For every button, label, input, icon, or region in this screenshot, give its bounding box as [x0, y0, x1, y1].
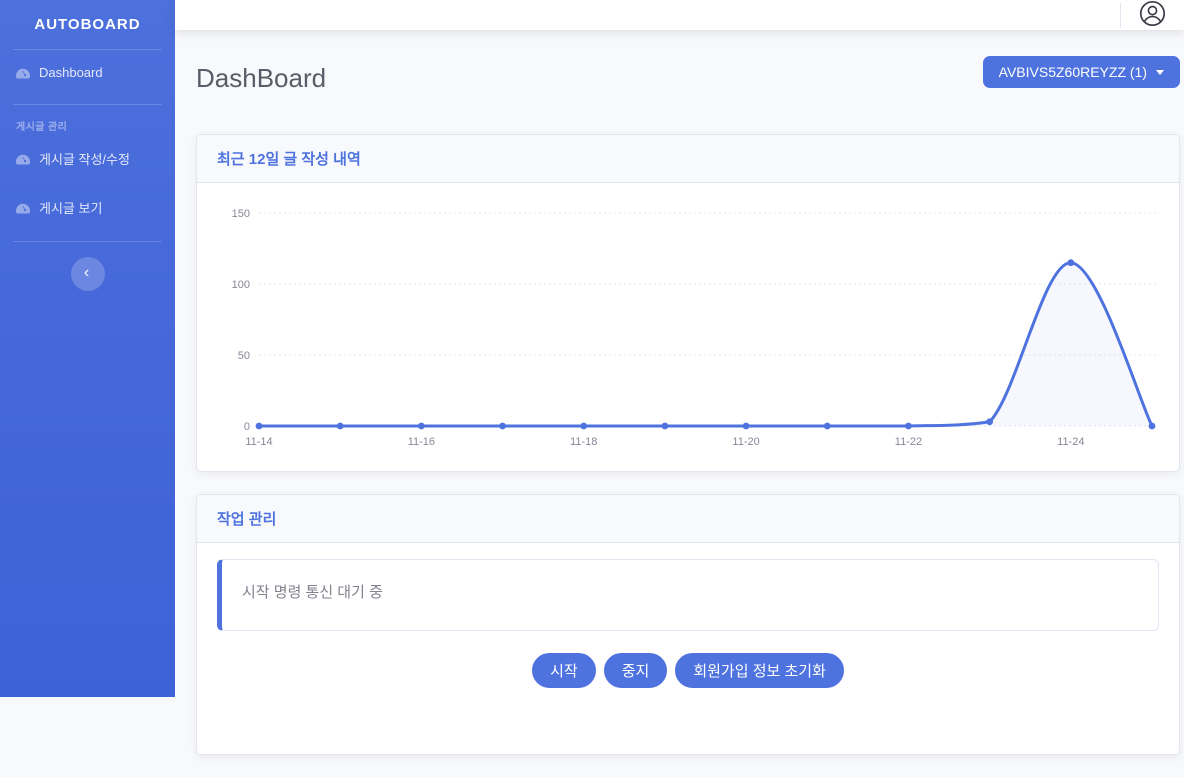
sidebar-item-label: 게시글 작성/수정	[39, 152, 130, 167]
topbar-divider	[1120, 2, 1121, 28]
sidebar-divider	[13, 49, 162, 50]
svg-text:11-22: 11-22	[895, 436, 922, 448]
svg-text:11-24: 11-24	[1057, 436, 1084, 448]
sidebar-section-label: 게시글 관리	[16, 122, 68, 133]
tachometer-icon	[16, 201, 30, 215]
chart-card-header: 최근 12일 글 작성 내역	[197, 135, 1179, 183]
chart-card: 최근 12일 글 작성 내역 0 50 100 150 11-14 11-16 11-18 1…	[196, 134, 1180, 472]
svg-text:11-14: 11-14	[245, 436, 272, 448]
job-card-body: 시작 명령 통신 대기 중 시작 중지 회원가입 정보 초기화	[197, 543, 1179, 754]
sidebar: AUTOBOARD Dashboard 게시글 관리 게시글 작성/수정 게시글…	[0, 0, 175, 697]
chevron-left-icon: ‹	[83, 264, 90, 281]
sidebar-toggle-button[interactable]: ‹	[70, 257, 105, 291]
stop-button[interactable]: 중지	[603, 653, 668, 688]
brand-label: AUTOBOARD	[34, 16, 141, 33]
sidebar-item-label: 게시글 보기	[39, 201, 103, 216]
topbar	[175, 0, 1184, 30]
user-circle-icon	[1139, 0, 1166, 30]
sidebar-item-label: Dashboard	[39, 65, 103, 80]
sidebar-item-post-view[interactable]: 게시글 보기	[0, 185, 175, 230]
sidebar-divider	[13, 241, 162, 242]
sidebar-toggle-area: ‹	[0, 242, 175, 306]
job-card-header: 작업 관리	[197, 495, 1179, 543]
svg-text:11-16: 11-16	[408, 436, 435, 448]
svg-text:100: 100	[232, 279, 250, 291]
page-content: DashBoard AVBIVS5Z60REYZZ (1) 최근 12일 글 작…	[175, 30, 1184, 777]
sidebar-item-dashboard[interactable]: Dashboard	[0, 52, 175, 93]
sidebar-item-post-edit[interactable]: 게시글 작성/수정	[0, 136, 175, 181]
caret-down-icon	[1156, 69, 1164, 75]
job-card: 작업 관리 시작 명령 통신 대기 중 시작 중지 회원가입 정보 초기화	[196, 494, 1180, 755]
job-buttons-row: 시작 중지 회원가입 정보 초기화	[217, 653, 1159, 734]
sidebar-divider	[13, 104, 162, 105]
svg-text:150: 150	[232, 208, 250, 220]
page-header-row: DashBoard AVBIVS5Z60REYZZ (1)	[196, 56, 1180, 94]
line-chart: 0 50 100 150 11-14 11-16 11-18 11-20 11-22 11-24	[232, 208, 1158, 448]
page-title: DashBoard	[196, 63, 327, 93]
account-dropdown-button[interactable]: AVBIVS5Z60REYZZ (1)	[982, 56, 1180, 88]
svg-text:11-18: 11-18	[570, 436, 597, 448]
reset-signup-info-button[interactable]: 회원가입 정보 초기화	[675, 653, 844, 688]
status-message-box: 시작 명령 통신 대기 중	[217, 559, 1159, 631]
main-column: DashBoard AVBIVS5Z60REYZZ (1) 최근 12일 글 작…	[175, 0, 1184, 755]
tachometer-icon	[16, 66, 30, 80]
tachometer-icon	[16, 152, 30, 166]
account-dropdown-label: AVBIVS5Z60REYZZ (1)	[998, 64, 1147, 80]
status-message: 시작 명령 통신 대기 중	[242, 584, 383, 601]
svg-text:50: 50	[238, 350, 250, 362]
start-button[interactable]: 시작	[532, 653, 596, 688]
svg-text:11-20: 11-20	[732, 436, 759, 448]
user-menu-button[interactable]	[1139, 0, 1166, 30]
svg-text:0: 0	[244, 421, 250, 433]
chart-card-body: 0 50 100 150 11-14 11-16 11-18 11-20 11-22 11-24	[197, 183, 1179, 471]
sidebar-brand[interactable]: AUTOBOARD	[0, 0, 175, 49]
